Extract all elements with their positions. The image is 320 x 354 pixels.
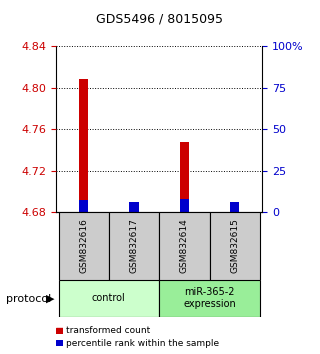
Text: protocol: protocol bbox=[6, 294, 52, 304]
Bar bbox=[130, 202, 139, 212]
Bar bbox=[79, 200, 88, 212]
Bar bbox=[210, 212, 260, 280]
Bar bbox=[59, 280, 159, 317]
Bar bbox=[109, 212, 159, 280]
Bar bbox=[59, 212, 109, 280]
Text: ▶: ▶ bbox=[46, 294, 55, 304]
Text: control: control bbox=[92, 293, 126, 303]
Text: percentile rank within the sample: percentile rank within the sample bbox=[66, 339, 219, 348]
Text: GSM832614: GSM832614 bbox=[180, 219, 189, 273]
Bar bbox=[79, 79, 88, 212]
Text: GSM832615: GSM832615 bbox=[230, 218, 239, 274]
Text: transformed count: transformed count bbox=[66, 326, 150, 336]
Bar bbox=[180, 199, 189, 212]
Bar bbox=[159, 212, 210, 280]
Bar bbox=[180, 142, 189, 212]
Bar bbox=[230, 208, 239, 212]
Text: GSM832617: GSM832617 bbox=[130, 218, 139, 274]
Text: GDS5496 / 8015095: GDS5496 / 8015095 bbox=[97, 12, 223, 25]
Text: GSM832616: GSM832616 bbox=[79, 218, 88, 274]
Bar bbox=[230, 202, 239, 212]
Bar bbox=[130, 205, 139, 212]
Text: miR-365-2
expression: miR-365-2 expression bbox=[183, 287, 236, 309]
Bar bbox=[159, 280, 260, 317]
